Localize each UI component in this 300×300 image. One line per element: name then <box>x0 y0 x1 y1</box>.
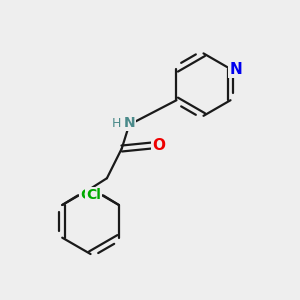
Text: Cl: Cl <box>86 188 101 203</box>
Text: N: N <box>230 61 242 76</box>
Text: O: O <box>152 138 165 153</box>
Text: H: H <box>112 117 122 130</box>
Text: N: N <box>123 116 135 130</box>
Text: Cl: Cl <box>80 188 94 203</box>
